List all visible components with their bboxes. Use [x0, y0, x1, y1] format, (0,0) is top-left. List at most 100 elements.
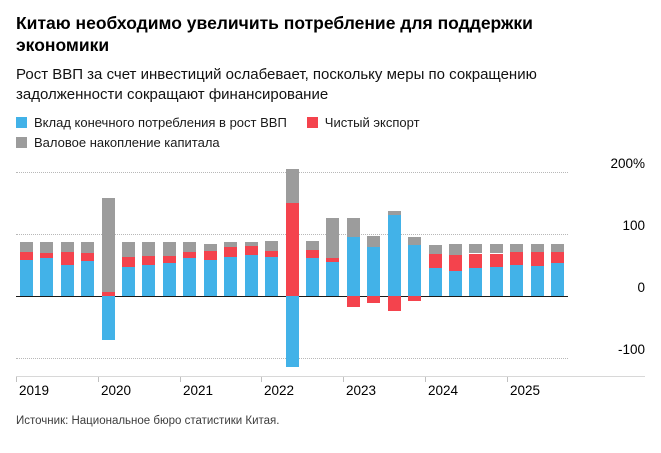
bar-segment-consumption: [469, 268, 482, 296]
x-axis-year-label: 2020: [101, 383, 132, 399]
bar-segment-net-exports: [20, 252, 33, 260]
bar-segment-net-exports: [245, 246, 258, 255]
bar-segment-consumption: [551, 263, 564, 296]
y-axis-tick-label: 0: [637, 279, 645, 295]
bar-segment-capital-formation: [122, 242, 135, 258]
bar-segment-net-exports: [81, 252, 94, 261]
bar-segment-capital-formation: [142, 242, 155, 256]
bar-segment-consumption: [122, 267, 135, 296]
x-axis-tick: [180, 377, 181, 383]
x-axis-year-label: 2022: [264, 383, 295, 399]
bar-segment-capital-formation: [326, 218, 339, 259]
bar-segment-consumption: [163, 263, 176, 296]
bar-segment-capital-formation: [429, 244, 442, 255]
bar-segment-capital-formation: [81, 242, 94, 253]
legend-label-consumption: Вклад конечного потребления в рост ВВП: [34, 115, 287, 131]
bar-segment-consumption: [61, 264, 74, 296]
bar-segment-net-exports: [224, 247, 237, 258]
bar-segment-capital-formation: [183, 242, 196, 253]
y-axis-tick-label: -100: [617, 341, 645, 357]
bar-segment-consumption: [306, 258, 319, 296]
bar-segment-capital-formation: [40, 242, 53, 253]
bar-segment-net-exports: [531, 252, 544, 266]
bar-segment-consumption: [408, 244, 421, 296]
bar-segment-net-exports: [469, 253, 482, 269]
bar-segment-capital-formation: [531, 243, 544, 253]
bar-segment-capital-formation: [347, 218, 360, 237]
bar-segment-consumption: [286, 295, 299, 367]
legend-swatch-consumption: [16, 117, 27, 129]
bar-segment-capital-formation: [408, 237, 421, 245]
bar-segment-capital-formation: [551, 243, 564, 253]
bar-segment-capital-formation: [388, 211, 401, 216]
bar-segment-capital-formation: [265, 241, 278, 252]
bar-segment-consumption: [490, 267, 503, 296]
bar-segment-net-exports: [429, 254, 442, 268]
bar-segment-consumption: [326, 261, 339, 296]
bar-segment-net-exports: [40, 252, 53, 259]
bar-segment-net-exports: [347, 295, 360, 307]
bar-segment-capital-formation: [102, 197, 115, 292]
bar-segment-net-exports: [510, 252, 523, 265]
x-axis-labels: 2019 2020 2021 2022 2023 2024 2025: [16, 377, 568, 399]
bar-segment-net-exports: [122, 257, 135, 268]
bar-segment-net-exports: [61, 252, 74, 265]
page-title: Китаю необходимо увеличить потребление д…: [16, 13, 533, 56]
chart-subtitle: Рост ВВП за счет инвестиций ослабевает, …: [16, 65, 537, 104]
x-axis-year-label: 2023: [346, 383, 377, 399]
bar-segment-capital-formation: [224, 242, 237, 248]
bar-segment-net-exports: [449, 254, 462, 271]
bar-segment-consumption: [429, 267, 442, 296]
bar-segment-consumption: [20, 259, 33, 296]
bar-segment-consumption: [367, 247, 380, 296]
bar-segment-net-exports: [265, 251, 278, 258]
bar-segment-net-exports: [142, 255, 155, 265]
legend-label-capital-formation: Валовое накопление капитала: [34, 135, 220, 151]
legend-swatch-net-exports: [306, 117, 318, 129]
bar-segment-capital-formation: [367, 236, 380, 248]
y-axis-tick-label: 100: [622, 217, 645, 233]
bar-segment-net-exports: [408, 295, 421, 301]
x-axis-year-label: 2025: [510, 383, 541, 399]
legend-item-capital-formation: Валовое накопление капитала: [16, 135, 220, 150]
x-axis-tick: [261, 377, 262, 383]
bar-segment-net-exports: [163, 255, 176, 264]
bar-segment-consumption: [102, 295, 115, 341]
bar-segment-consumption: [204, 259, 217, 296]
x-axis-year-label: 2021: [183, 383, 214, 399]
y-axis-labels: 200% 100 0 -100: [573, 156, 645, 376]
bar-segment-capital-formation: [449, 243, 462, 255]
bar-segment-consumption: [347, 236, 360, 296]
x-axis-tick: [425, 377, 426, 383]
bar-segment-consumption: [265, 257, 278, 296]
x-axis-tick: [98, 377, 99, 383]
bar-segment-consumption: [510, 264, 523, 296]
bar-segment-consumption: [40, 258, 53, 296]
bar-segment-consumption: [142, 264, 155, 296]
bar-segment-consumption: [388, 215, 401, 296]
y-axis-tick-label: 200%: [610, 155, 645, 171]
bar-segment-consumption: [183, 258, 196, 296]
bar-segment-net-exports: [306, 249, 319, 259]
legend-item-consumption: Вклад конечного потребления в рост ВВП: [16, 115, 287, 130]
bar-segment-consumption: [224, 257, 237, 296]
bar-segment-capital-formation: [286, 168, 299, 203]
x-axis-year-label: 2019: [19, 383, 50, 399]
x-axis-year-label: 2024: [428, 383, 459, 399]
bar-segment-capital-formation: [163, 242, 176, 256]
x-axis-tick: [16, 377, 17, 383]
bar-segment-capital-formation: [20, 242, 33, 253]
bar-segment-net-exports: [367, 295, 380, 304]
bar-segment-net-exports: [204, 251, 217, 260]
bar-segment-capital-formation: [61, 242, 74, 253]
bar-segment-net-exports: [551, 252, 564, 264]
legend-row-1: Вклад конечного потребления в рост ВВП Ч…: [16, 115, 645, 130]
legend-item-net-exports: Чистый экспорт: [306, 115, 420, 131]
bar-segment-net-exports: [490, 253, 503, 268]
source-note: Источник: Национальное бюро статистики К…: [16, 415, 280, 428]
x-axis-tick: [343, 377, 344, 383]
bar-segment-capital-formation: [490, 243, 503, 254]
legend-row-2: Валовое накопление капитала: [16, 135, 645, 150]
legend-label-net-exports: Чистый экспорт: [324, 115, 420, 131]
